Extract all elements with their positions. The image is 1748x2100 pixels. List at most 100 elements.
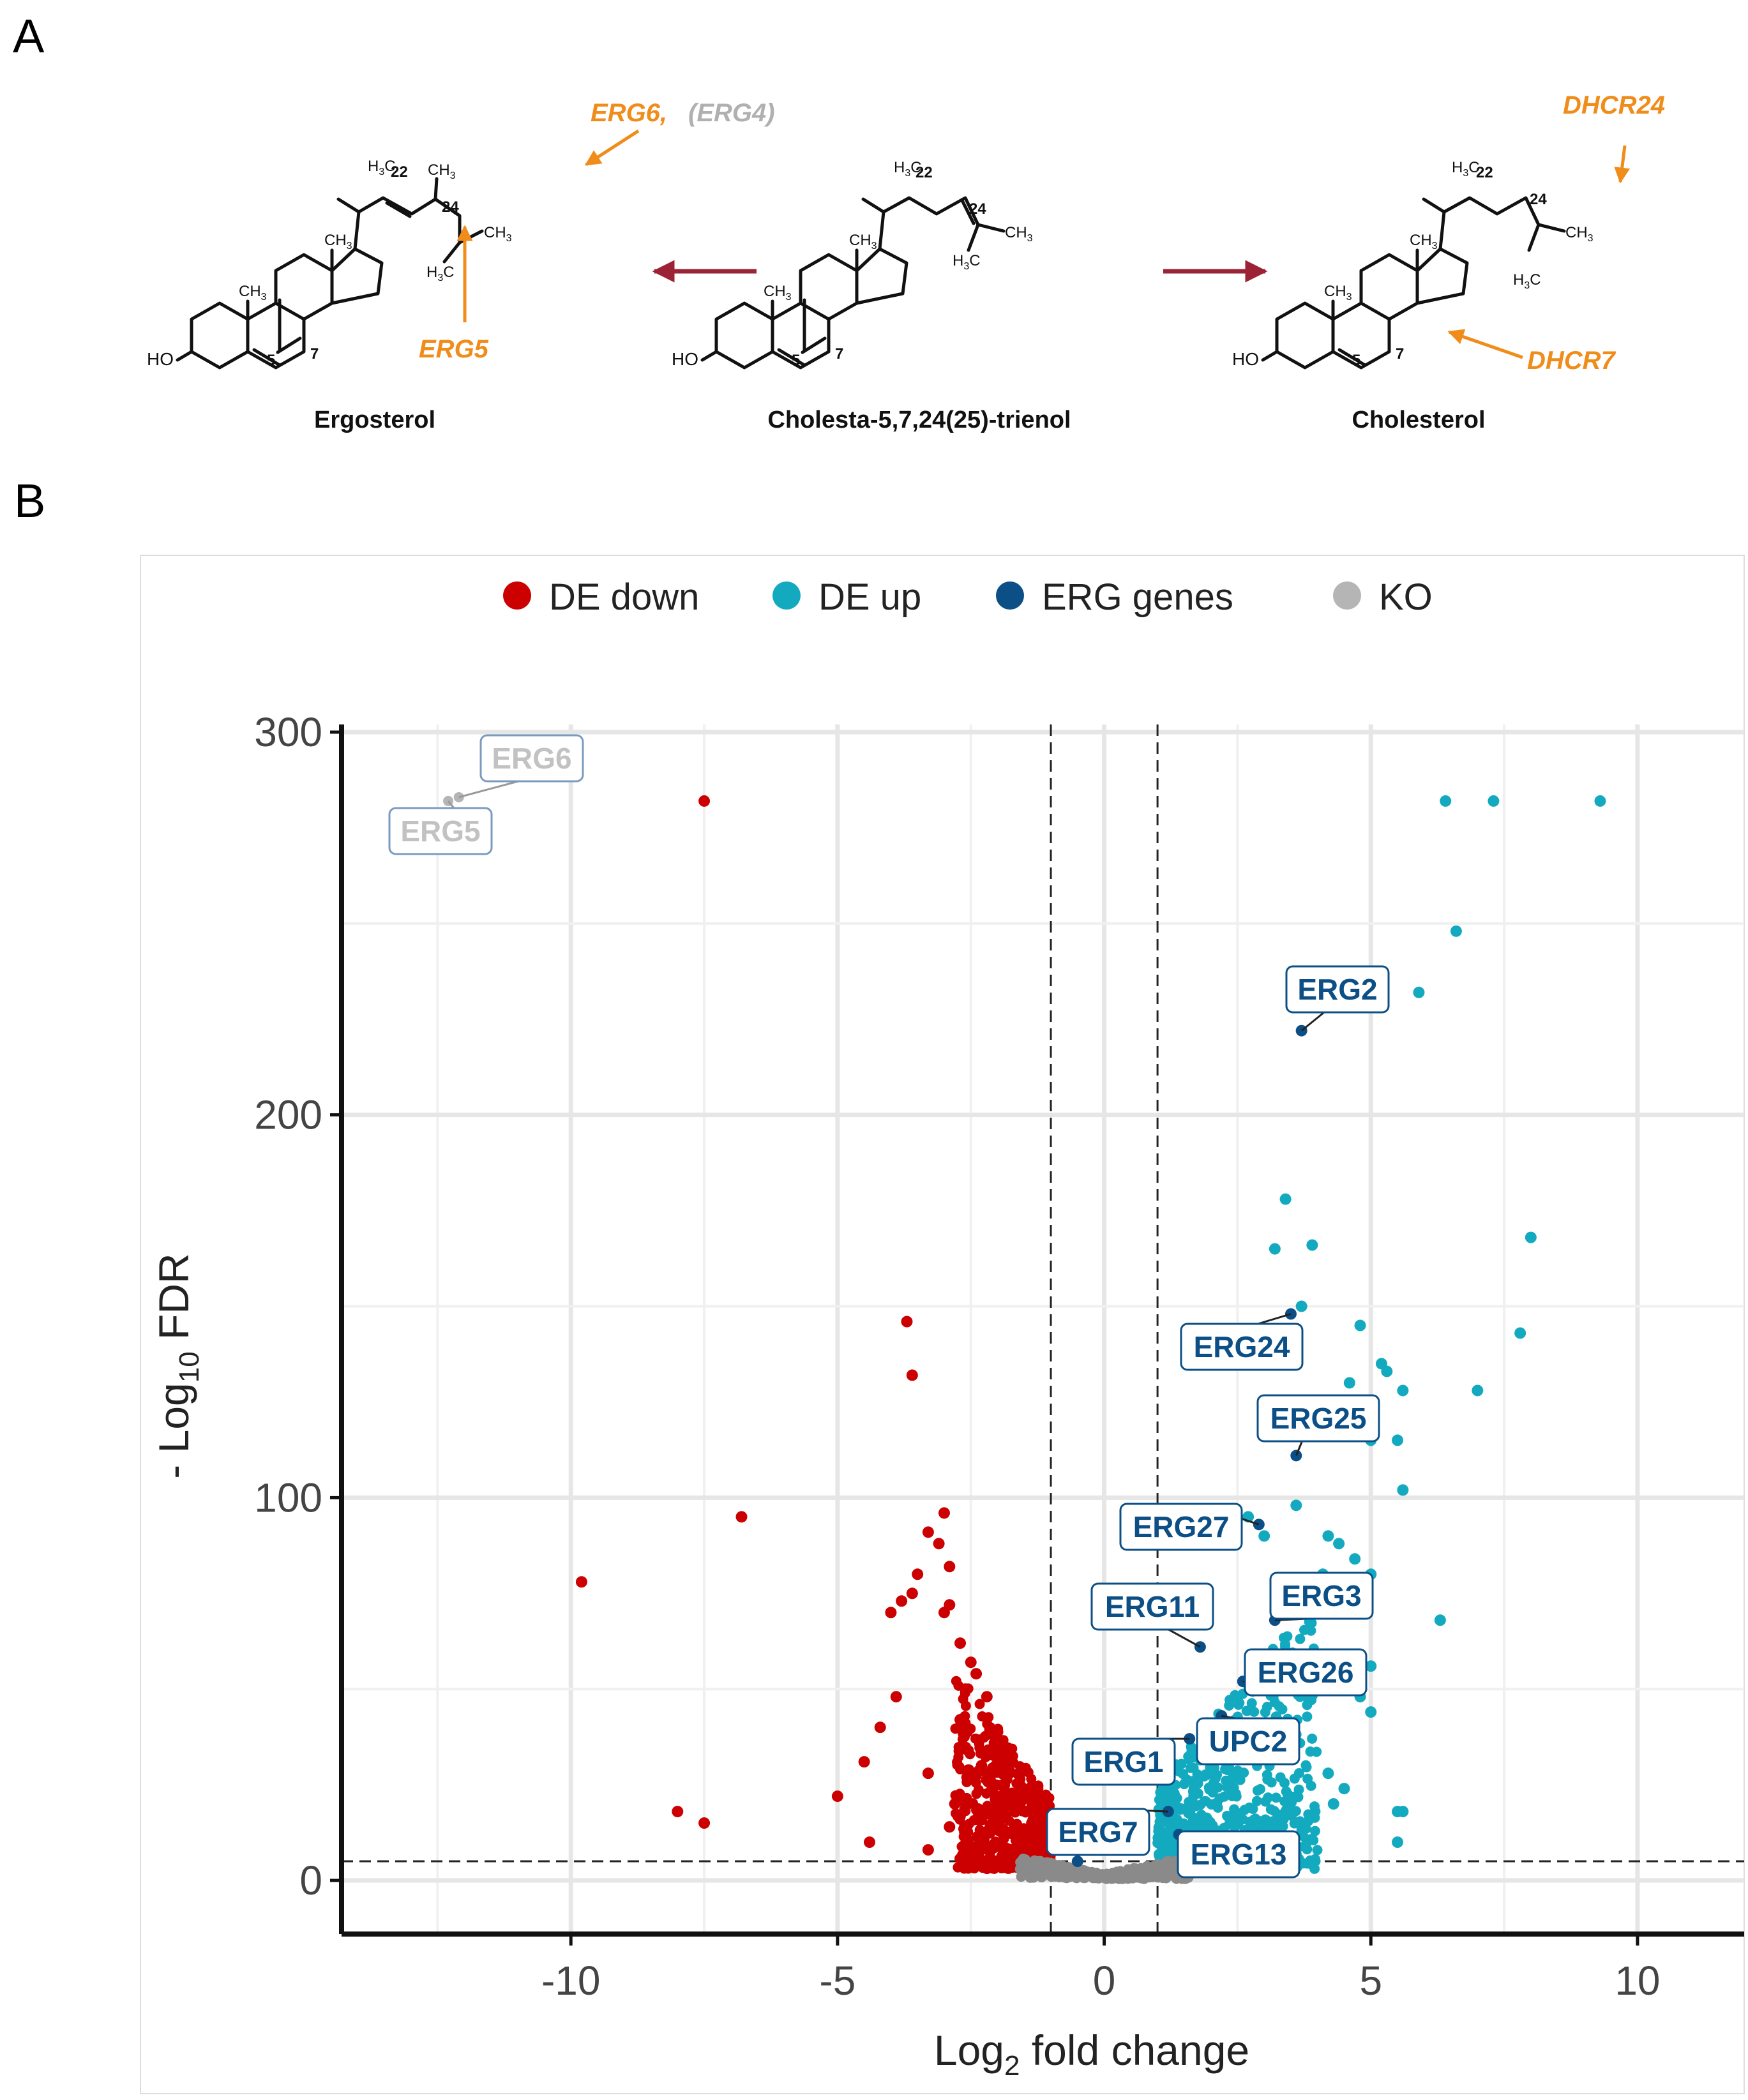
data-point <box>1226 1774 1237 1785</box>
data-point <box>901 1316 913 1328</box>
data-point <box>1397 1384 1409 1397</box>
erg6-arrow <box>584 129 640 167</box>
data-point <box>1179 1779 1189 1790</box>
data-point <box>1006 1767 1016 1778</box>
c5-label: 5 <box>267 352 275 369</box>
trienol-structure: HO 5 7 22 24 CH3 CH3 H3C CH3 H3C <box>672 159 1033 369</box>
c7-label: 7 <box>310 345 319 363</box>
data-point <box>1279 1778 1290 1789</box>
data-point <box>1450 925 1462 937</box>
data-point <box>885 1607 897 1619</box>
c24-label: 24 <box>442 199 459 216</box>
data-point <box>1310 1854 1321 1864</box>
legend-label: ERG genes <box>1042 576 1233 618</box>
data-point <box>983 1777 993 1788</box>
data-point <box>1196 1810 1207 1820</box>
trienol-name: Cholesta-5,7,24(25)-trienol <box>767 407 1071 433</box>
data-point <box>1019 1788 1030 1799</box>
gene-label: ERG5 <box>400 814 480 848</box>
data-point <box>1159 1834 1170 1845</box>
label-leader <box>458 780 519 799</box>
y-tick-label: 300 <box>254 709 322 755</box>
c24-label: 24 <box>969 200 986 218</box>
c7-label: 7 <box>1396 345 1404 363</box>
data-point <box>1322 1530 1334 1542</box>
data-point <box>1286 1810 1297 1821</box>
cholesterol-name: Cholesterol <box>1352 407 1485 433</box>
gene-label: UPC2 <box>1209 1725 1288 1758</box>
gene-label-box <box>1119 1503 1243 1551</box>
data-point <box>1254 1784 1265 1795</box>
data-point <box>1472 1384 1484 1397</box>
data-point <box>1234 1697 1245 1708</box>
legend-swatch <box>996 581 1024 610</box>
data-point <box>1029 1847 1040 1858</box>
data-point <box>997 1746 1008 1757</box>
c7-label: 7 <box>835 345 843 363</box>
data-point <box>1307 1733 1318 1744</box>
data-point <box>1161 1788 1172 1799</box>
data-point <box>1159 1859 1170 1870</box>
data-point <box>979 1837 990 1848</box>
data-point <box>1023 1767 1034 1778</box>
data-point <box>896 1595 908 1607</box>
data-point <box>575 1576 587 1588</box>
data-point <box>864 1836 876 1849</box>
data-point <box>1514 1327 1526 1339</box>
data-point <box>1011 1803 1022 1813</box>
gene-label-box <box>1177 1830 1300 1879</box>
data-point <box>1205 1817 1216 1827</box>
data-point <box>1488 795 1500 807</box>
data-point <box>1239 1767 1249 1778</box>
data-point <box>965 1656 977 1669</box>
data-point <box>1343 1377 1355 1389</box>
data-point <box>1228 1813 1239 1824</box>
data-point <box>1338 1783 1350 1795</box>
data-point <box>1023 1824 1034 1834</box>
data-point <box>989 1843 1000 1854</box>
data-point <box>1026 1800 1037 1811</box>
data-point <box>874 1721 886 1734</box>
c27-methyl-label: H3C <box>1513 271 1541 291</box>
c18-methyl-label: CH3 <box>324 232 352 251</box>
dhcr7-arrow <box>1447 329 1523 359</box>
data-point <box>672 1806 684 1818</box>
data-point <box>1243 1705 1254 1716</box>
data-point <box>1434 1614 1446 1626</box>
panel-a-letter: A <box>13 10 45 63</box>
data-point <box>1269 1806 1279 1817</box>
x-tick-label: 5 <box>1359 1958 1382 2004</box>
data-point <box>1309 1826 1320 1836</box>
x-axis-title: Log2 fold change <box>934 2027 1249 2081</box>
data-point <box>1306 1239 1318 1251</box>
data-point <box>963 1764 974 1775</box>
ho-label: HO <box>672 349 698 369</box>
label-leader <box>1295 1441 1303 1456</box>
ergosterol-name: Ergosterol <box>314 407 435 433</box>
data-point <box>1247 1803 1258 1814</box>
data-point <box>1267 1817 1278 1827</box>
data-point <box>1302 1700 1313 1711</box>
c26-methyl-label: CH3 <box>1005 224 1033 244</box>
data-point <box>992 1756 1003 1767</box>
y-axis-title: - Log10 FDR <box>150 1253 205 1478</box>
ho-label: HO <box>147 349 174 369</box>
data-point <box>912 1568 924 1580</box>
gene-label: ERG27 <box>1133 1510 1230 1543</box>
data-point <box>958 1824 968 1834</box>
c26-methyl-label: CH3 <box>484 224 512 244</box>
c19-methyl-label: CH3 <box>1324 283 1352 303</box>
legend-swatch <box>772 581 801 610</box>
label-leader <box>1300 1011 1325 1031</box>
data-point <box>1183 1808 1194 1819</box>
x-tick-label: 0 <box>1093 1958 1116 2004</box>
data-point <box>999 1841 1010 1852</box>
legend-swatch <box>1333 581 1361 610</box>
data-point <box>1293 1767 1304 1778</box>
gene-label-box <box>388 807 493 855</box>
data-point <box>1327 1798 1339 1810</box>
data-point <box>1153 1804 1164 1815</box>
data-point <box>1141 1861 1152 1871</box>
